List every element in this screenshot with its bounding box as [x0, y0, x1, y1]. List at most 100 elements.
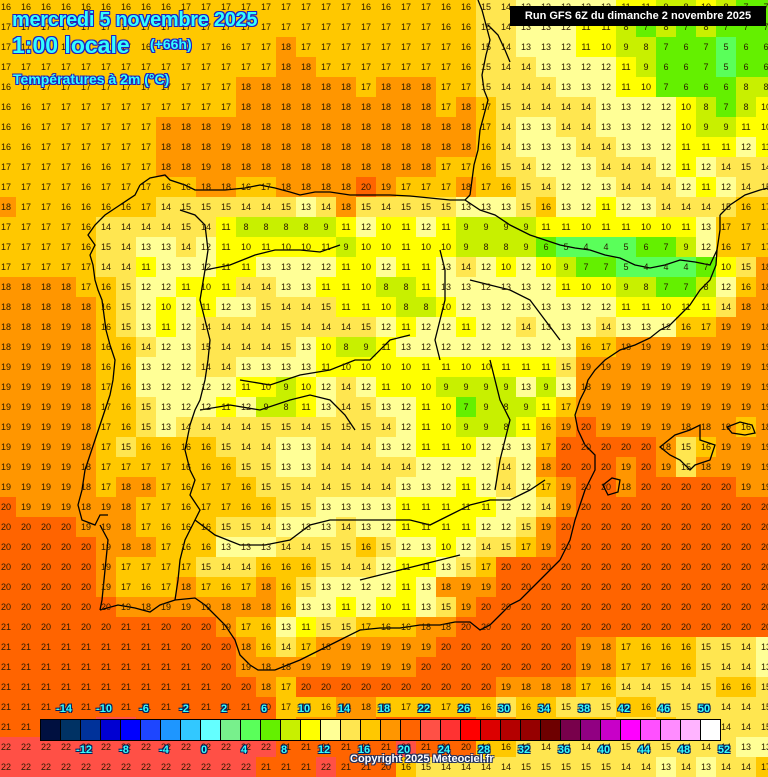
temperature-value: 17 — [180, 82, 191, 92]
temperature-value: 17 — [140, 162, 151, 172]
temperature-value: 13 — [300, 522, 311, 532]
temperature-value: 20 — [200, 642, 211, 652]
temperature-cell — [696, 97, 716, 117]
temperature-value: 20 — [300, 682, 311, 692]
temperature-value: 19 — [0, 362, 11, 372]
temperature-cell — [616, 137, 636, 157]
temperature-value: 14 — [500, 482, 511, 492]
temperature-value: 18 — [440, 622, 451, 632]
temperature-value: 19 — [180, 602, 191, 612]
temperature-value: 6 — [723, 82, 729, 92]
temperature-value: 8 — [643, 282, 649, 292]
temperature-value: 18 — [240, 82, 251, 92]
temperature-value: 20 — [600, 562, 611, 572]
temperature-value: 17 — [460, 82, 471, 92]
temperature-value: 11 — [241, 382, 251, 392]
temperature-value: 12 — [240, 402, 251, 412]
temperature-value: 6 — [683, 42, 689, 52]
temperature-value: 14 — [240, 202, 251, 212]
forecast-date: mercredi 5 novembre 2025 — [12, 9, 258, 31]
temperature-value: 13 — [320, 402, 331, 412]
temperature-value: 8 — [643, 42, 649, 52]
temperature-value: 12 — [380, 562, 391, 572]
temperature-value: 17 — [700, 322, 711, 332]
temperature-value: 13 — [520, 442, 531, 452]
temperature-value: 15 — [340, 622, 351, 632]
temperature-value: 14 — [240, 562, 251, 572]
temperature-value: 16 — [400, 622, 411, 632]
temperature-value: 11 — [441, 222, 451, 232]
temperature-value: 17 — [280, 22, 291, 32]
temperature-value: 19 — [380, 642, 391, 652]
temperature-value: 12 — [520, 262, 531, 272]
temperature-value: 15 — [560, 362, 571, 372]
temperature-cell — [616, 37, 636, 57]
temperature-cell — [16, 37, 36, 57]
temperature-cell — [116, 157, 136, 177]
temperature-value: 17 — [760, 242, 768, 252]
temperature-value: 20 — [200, 662, 211, 672]
temperature-value: 16 — [80, 162, 91, 172]
temperature-value: 19 — [600, 422, 611, 432]
temperature-value: 20 — [580, 582, 591, 592]
temperature-value: 21 — [0, 662, 11, 672]
temperature-value: 20 — [20, 602, 31, 612]
temperature-value: 19 — [740, 482, 751, 492]
temperature-value: 20 — [620, 542, 631, 552]
temperature-value: 20 — [740, 522, 751, 532]
temperature-cell — [516, 37, 536, 57]
temperature-value: 14 — [480, 542, 491, 552]
temperature-cell — [556, 77, 576, 97]
temperature-value: 17 — [160, 502, 171, 512]
temperature-cell — [56, 157, 76, 177]
temperature-cell — [736, 37, 756, 57]
temperature-value: 16 — [100, 202, 111, 212]
temperature-value: 9 — [263, 402, 269, 412]
temperature-cell — [636, 97, 656, 117]
temperature-cell — [496, 117, 516, 137]
temperature-value: 20 — [660, 622, 671, 632]
temperature-value: 15 — [440, 202, 451, 212]
temperature-value: 12 — [540, 342, 551, 352]
temperature-cell — [216, 17, 236, 37]
temperature-value: 19 — [700, 342, 711, 352]
temperature-value: 18 — [540, 462, 551, 472]
temperature-value: 20 — [560, 622, 571, 632]
temperature-value: 15 — [360, 422, 371, 432]
temperature-value: 21 — [0, 722, 11, 732]
temperature-value: 20 — [520, 602, 531, 612]
temperature-value: 15 — [700, 662, 711, 672]
temperature-value: 18 — [260, 682, 271, 692]
temperature-value: 19 — [60, 342, 71, 352]
temperature-value: 18 — [180, 122, 191, 132]
temperature-cell — [356, 177, 376, 197]
temperature-value: 18 — [320, 182, 331, 192]
temperature-cell — [416, 37, 436, 57]
temperature-value: 18 — [400, 162, 411, 172]
temperature-cell — [616, 97, 636, 117]
temperature-value: 15 — [360, 402, 371, 412]
temperature-value: 11 — [521, 362, 531, 372]
temperature-cell — [76, 157, 96, 177]
temperature-value: 15 — [120, 302, 131, 312]
temperature-value: 18 — [380, 82, 391, 92]
temperature-cell — [336, 57, 356, 77]
temperature-value: 12 — [660, 102, 671, 112]
temperature-value: 17 — [160, 462, 171, 472]
temperature-value: 11 — [461, 322, 471, 332]
temperature-cell — [16, 57, 36, 77]
temperature-value: 18 — [440, 122, 451, 132]
temperature-value: 13 — [760, 662, 768, 672]
temperature-value: 9 — [463, 222, 469, 232]
temperature-value: 17 — [280, 682, 291, 692]
temperature-value: 20 — [500, 582, 511, 592]
temperature-cell — [716, 117, 736, 137]
temperature-cell — [376, 157, 396, 177]
temperature-value: 22 — [60, 762, 71, 772]
temperature-value: 18 — [0, 342, 11, 352]
temperature-value: 20 — [680, 502, 691, 512]
temperature-value: 15 — [280, 202, 291, 212]
temperature-value: 14 — [340, 442, 351, 452]
temperature-value: 19 — [640, 382, 651, 392]
temperature-value: 18 — [400, 102, 411, 112]
